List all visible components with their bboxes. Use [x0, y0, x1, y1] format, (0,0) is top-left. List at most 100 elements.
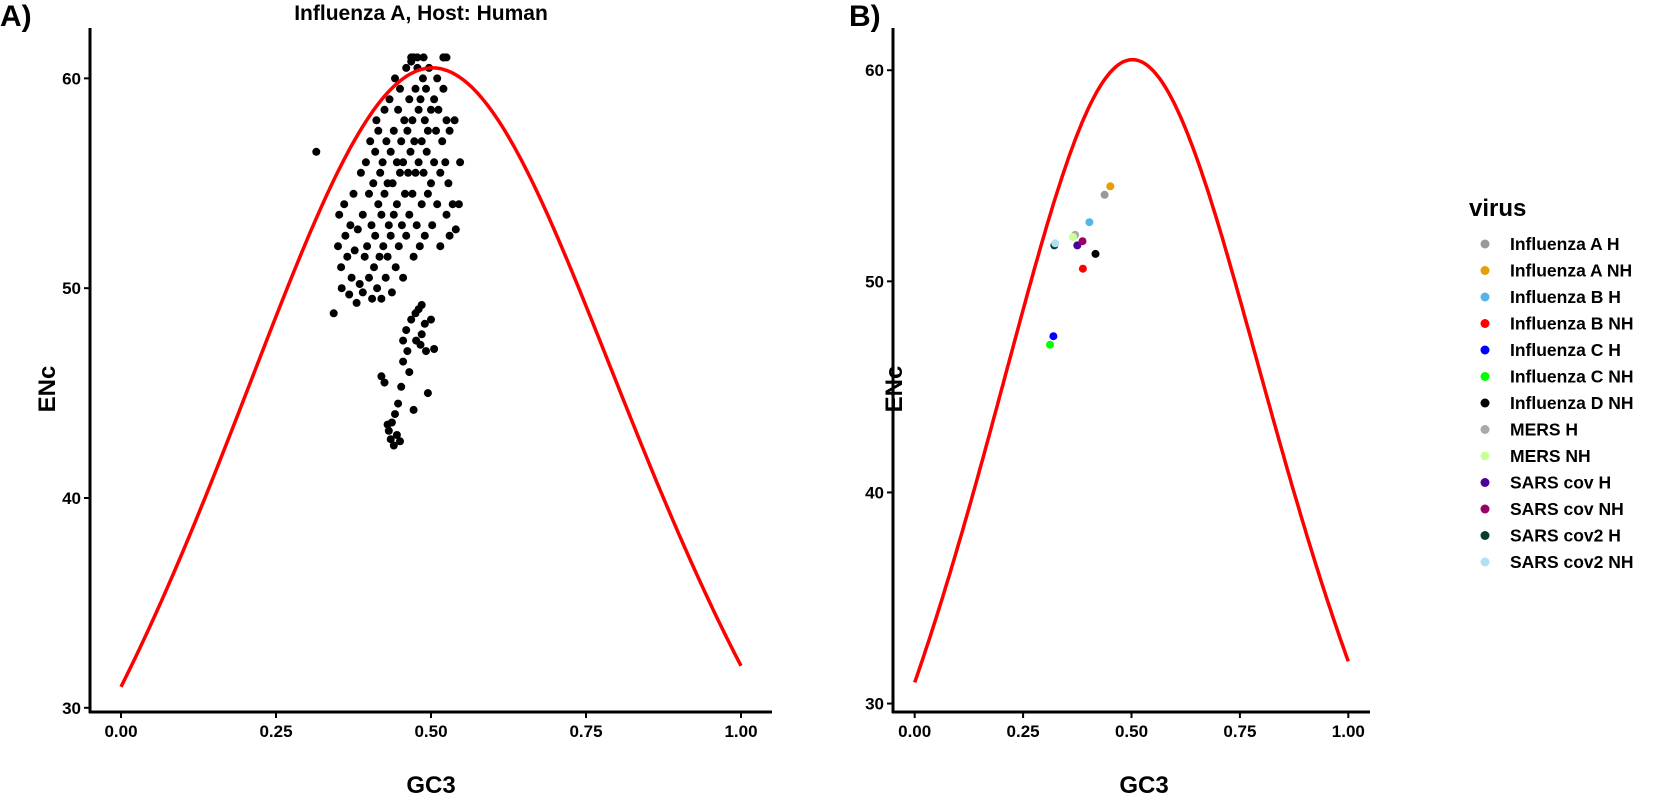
panel-a-point — [358, 210, 367, 219]
panel-b-label: B) — [849, 0, 881, 33]
panel-a-point — [416, 340, 425, 349]
panel-a-point — [407, 315, 416, 324]
legend-label-mers-h: MERS H — [1510, 420, 1578, 440]
panel-a-point — [402, 326, 411, 335]
panel-a-point — [416, 95, 425, 104]
panel-a-point — [405, 368, 414, 377]
panel-b-point-influenza-b-h — [1085, 218, 1094, 227]
panel-b-x-tick-label: 0.75 — [1223, 722, 1256, 741]
panel-a-point — [428, 221, 437, 230]
panel-a-point — [427, 315, 435, 324]
legend-label-influenza-c-nh: Influenza C NH — [1510, 367, 1633, 387]
legend-key-sars-cov-nh — [1480, 504, 1490, 514]
panel-a-point — [363, 242, 372, 251]
panel-a-point — [420, 116, 429, 125]
panel-a-point — [384, 426, 393, 435]
panel-a-point — [391, 263, 400, 272]
legend-key-sars-cov-h — [1480, 478, 1490, 487]
legend-key-influenza-d-nh — [1480, 398, 1490, 408]
panel-a-point — [423, 389, 432, 398]
panel-a-point — [433, 74, 442, 83]
panel-a-point — [368, 294, 377, 303]
panel-a-point — [334, 242, 342, 251]
panel-a-point — [423, 126, 432, 135]
legend: virus Influenza A H Influenza A NH Influen… — [1469, 195, 1634, 572]
panel-a-point — [430, 158, 439, 167]
panel-a-point — [394, 105, 403, 114]
panel-a-point — [397, 137, 406, 146]
panel-a-point — [375, 252, 384, 261]
panel-a-point — [374, 200, 383, 209]
panel-a-point — [419, 168, 428, 177]
panel-b-point-sars-cov-nh — [1078, 237, 1087, 246]
panel-a-point — [451, 225, 460, 234]
panel-b-point-influenza-d-nh — [1091, 249, 1100, 258]
legend-label-mers-nh: MERS NH — [1510, 446, 1591, 466]
panel-a-point — [441, 158, 450, 167]
legend-key-mers-nh — [1480, 451, 1490, 461]
panel-a-point — [400, 116, 409, 125]
panel-a-point — [396, 437, 404, 446]
panel-a-x-tick-label: 0.75 — [569, 722, 602, 741]
panel-a-point — [403, 126, 412, 135]
panel-a-point — [412, 221, 421, 230]
panel-b-point-influenza-b-nh — [1078, 264, 1087, 273]
panel-a-point — [382, 137, 391, 146]
panel-b-y-tick-label: 40 — [865, 483, 884, 502]
panel-a-point — [389, 126, 398, 135]
panel-a-point — [419, 53, 428, 62]
panel-a-point — [445, 126, 454, 135]
panel-a-point — [418, 74, 427, 83]
panel-a-point — [387, 418, 396, 427]
panel-a-point — [352, 298, 361, 307]
panel-a-point — [396, 168, 404, 177]
panel-b-point-mers-nh — [1069, 233, 1077, 241]
panel-b-expected-enc-curve — [913, 57, 1350, 683]
panel-a-point — [404, 168, 413, 177]
panel-a-point — [356, 168, 365, 177]
panel-b-point-influenza-c-nh — [1046, 340, 1054, 349]
panel-a-point — [409, 53, 418, 62]
panel-a-point — [377, 372, 386, 381]
panel-a-point — [415, 242, 424, 251]
panel-b-y-tick-label: 50 — [865, 272, 884, 291]
panel-a-point — [399, 158, 408, 167]
panel-a-point — [365, 273, 373, 282]
panel-a-point — [383, 252, 392, 261]
panel-a-point — [380, 189, 389, 198]
panel-a-title: Influenza A, Host: Human — [294, 2, 548, 25]
panel-a-x-tick-label: 1.00 — [724, 722, 757, 741]
panel-a-point — [448, 200, 457, 209]
panel-a-point — [427, 105, 435, 114]
legend-key-influenza-a-h — [1480, 239, 1490, 249]
panel-b-y-tick-label: 60 — [865, 61, 884, 80]
panel-b-x-tick-label: 0.00 — [898, 722, 931, 741]
legend-label-sars-cov2-h: SARS cov2 H — [1510, 526, 1621, 546]
legend-label-sars-cov2-nh: SARS cov2 NH — [1510, 552, 1634, 572]
panel-a-point — [405, 95, 414, 104]
panel-a-point — [454, 200, 463, 209]
panel-a-point — [358, 288, 367, 297]
panel-a-point — [312, 147, 321, 156]
panel-a-point — [374, 126, 383, 135]
legend-key-sars-cov2-nh — [1480, 557, 1490, 567]
panel-a-point — [377, 210, 386, 219]
panel-a-point — [350, 246, 359, 255]
panel-a-point — [366, 137, 375, 146]
panel-a-point — [372, 116, 381, 125]
panel-a-point — [369, 179, 378, 188]
panel-a-point — [367, 221, 376, 230]
panel-a-point — [399, 357, 408, 366]
panel-a-point — [394, 242, 403, 251]
panel-a-point — [391, 74, 399, 83]
legend-key-mers-h — [1480, 425, 1490, 434]
panel-a-point — [380, 378, 389, 387]
panel-a-point — [430, 345, 439, 353]
panel-a-point — [417, 330, 426, 339]
panel-a-point — [442, 116, 451, 125]
panel-a-y-tick-label: 50 — [62, 279, 81, 298]
panel-a-point — [408, 189, 417, 198]
legend-key-influenza-c-nh — [1480, 372, 1490, 381]
panel-a-point — [403, 347, 412, 356]
panel-a-x-tick-label: 0.50 — [414, 722, 447, 741]
